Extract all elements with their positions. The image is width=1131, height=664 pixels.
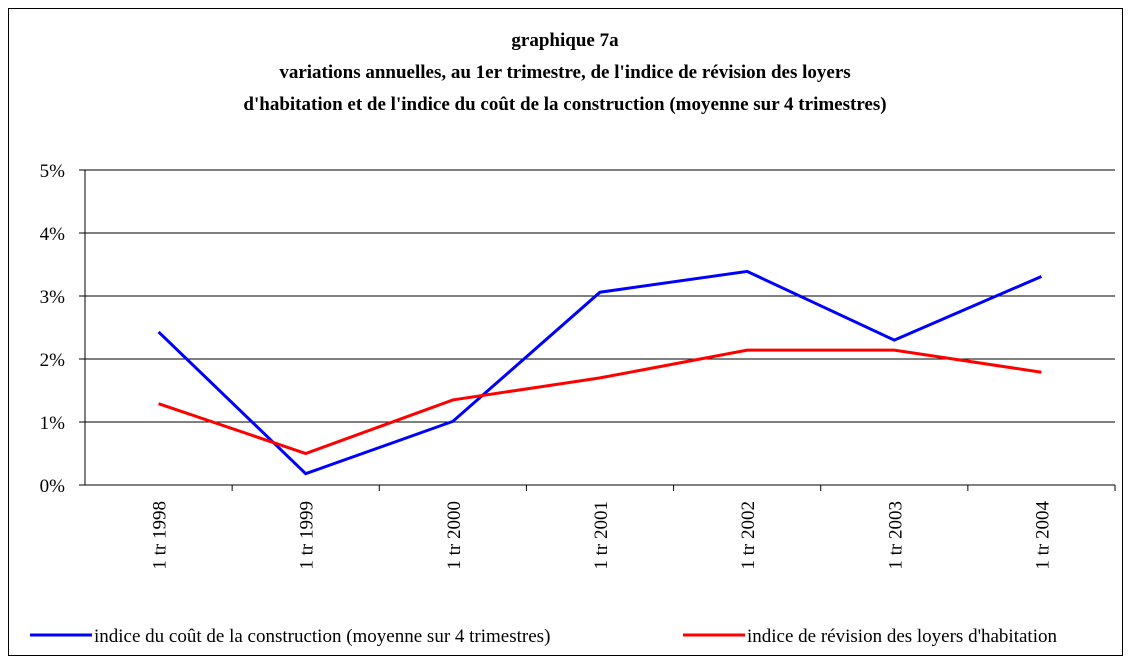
y-tick-label: 5% [40, 161, 66, 182]
y-tick-label: 1% [40, 413, 66, 434]
x-tick-label: 1 tr 1998 [150, 501, 171, 570]
chart-title: d'habitation et de l'indice du coût de l… [243, 94, 886, 115]
y-tick-label: 3% [40, 287, 66, 308]
x-tick-label: 1 tr 2002 [738, 501, 759, 570]
legend-label: indice du coût de la construction (moyen… [94, 626, 550, 647]
series-line [157, 269, 1043, 476]
x-tick-label: 1 tr 2003 [885, 501, 906, 570]
y-tick-label: 4% [40, 224, 66, 245]
series-line [158, 348, 1042, 456]
legend-label: indice de révision des loyers d'habitati… [747, 626, 1057, 647]
chart-title: graphique 7a [511, 30, 619, 51]
y-tick-label: 2% [40, 350, 66, 371]
x-tick-label: 1 tr 2000 [444, 501, 465, 570]
chart-border [8, 8, 1123, 656]
x-tick-label: 1 tr 1999 [297, 501, 318, 570]
chart-title: variations annuelles, au 1er trimestre, … [279, 62, 850, 83]
y-tick-label: 0% [40, 476, 66, 497]
x-tick-label: 1 tr 2004 [1032, 501, 1053, 570]
x-tick-label: 1 tr 2001 [591, 501, 612, 570]
